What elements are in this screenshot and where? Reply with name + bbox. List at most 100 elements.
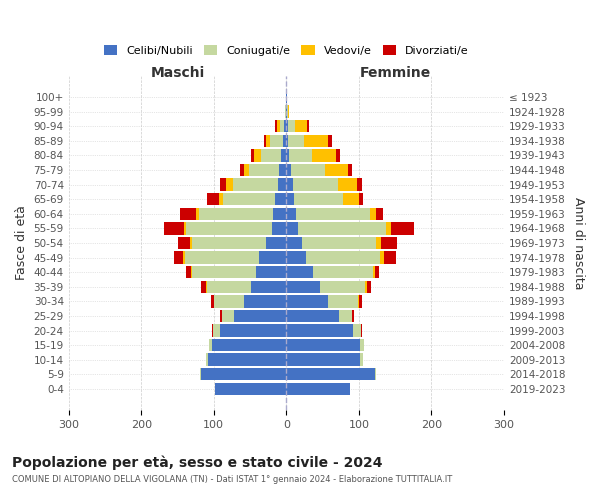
Bar — [266, 237, 286, 249]
Bar — [328, 295, 358, 308]
Text: Maschi: Maschi — [151, 66, 205, 80]
Bar — [184, 222, 186, 234]
Bar — [200, 368, 201, 380]
Bar — [286, 339, 361, 351]
Bar — [361, 354, 363, 366]
Bar — [380, 252, 384, 264]
Bar — [286, 324, 353, 336]
Bar — [320, 280, 365, 293]
Bar — [206, 280, 251, 293]
Text: Femmine: Femmine — [359, 66, 431, 80]
Bar — [275, 120, 277, 132]
Bar — [207, 193, 219, 205]
Bar — [370, 208, 376, 220]
Bar — [266, 134, 271, 147]
Bar — [328, 134, 332, 147]
Bar — [286, 164, 290, 176]
Bar — [220, 324, 286, 336]
Bar — [199, 208, 273, 220]
Bar — [289, 120, 295, 132]
Bar — [295, 120, 307, 132]
Bar — [212, 324, 213, 336]
Legend: Celibi/Nubili, Coniugati/e, Vedovi/e, Divorziati/e: Celibi/Nubili, Coniugati/e, Vedovi/e, Di… — [100, 41, 473, 60]
Bar — [289, 149, 313, 162]
Bar — [286, 178, 293, 191]
Bar — [286, 106, 287, 118]
Bar — [214, 295, 244, 308]
Bar — [352, 310, 355, 322]
Bar — [359, 295, 362, 308]
Bar — [375, 368, 376, 380]
Bar — [286, 208, 296, 220]
Bar — [278, 178, 286, 191]
Bar — [213, 324, 220, 336]
Bar — [286, 382, 350, 395]
Bar — [271, 134, 283, 147]
Bar — [281, 149, 286, 162]
Bar — [244, 295, 286, 308]
Bar — [294, 193, 343, 205]
Bar — [211, 295, 214, 308]
Bar — [285, 106, 286, 118]
Bar — [375, 266, 379, 278]
Bar — [275, 193, 286, 205]
Bar — [286, 91, 287, 104]
Bar — [261, 149, 281, 162]
Bar — [304, 134, 328, 147]
Bar — [219, 193, 223, 205]
Y-axis label: Anni di nascita: Anni di nascita — [572, 196, 585, 289]
Bar — [283, 134, 286, 147]
Bar — [358, 295, 359, 308]
Bar — [338, 310, 352, 322]
Bar — [376, 208, 383, 220]
Bar — [186, 222, 272, 234]
Bar — [196, 208, 199, 220]
Bar — [201, 368, 286, 380]
Bar — [240, 164, 244, 176]
Bar — [191, 266, 192, 278]
Bar — [286, 134, 289, 147]
Bar — [286, 120, 289, 132]
Bar — [272, 222, 286, 234]
Bar — [293, 178, 338, 191]
Bar — [286, 193, 294, 205]
Bar — [234, 310, 286, 322]
Bar — [254, 149, 261, 162]
Bar — [186, 266, 191, 278]
Bar — [386, 222, 391, 234]
Bar — [348, 164, 352, 176]
Bar — [288, 106, 289, 118]
Bar — [376, 237, 380, 249]
Bar — [279, 164, 286, 176]
Bar — [223, 310, 234, 322]
Bar — [286, 149, 289, 162]
Bar — [251, 280, 286, 293]
Bar — [286, 354, 361, 366]
Bar — [286, 252, 306, 264]
Bar — [183, 252, 185, 264]
Bar — [286, 368, 375, 380]
Bar — [248, 164, 279, 176]
Bar — [353, 324, 361, 336]
Bar — [380, 237, 397, 249]
Bar — [185, 252, 259, 264]
Bar — [335, 149, 340, 162]
Y-axis label: Fasce di età: Fasce di età — [15, 206, 28, 281]
Bar — [286, 266, 313, 278]
Bar — [289, 134, 304, 147]
Bar — [215, 382, 286, 395]
Bar — [273, 208, 286, 220]
Bar — [284, 120, 286, 132]
Bar — [286, 310, 338, 322]
Bar — [391, 222, 414, 234]
Bar — [286, 222, 298, 234]
Bar — [233, 178, 278, 191]
Bar — [256, 266, 286, 278]
Bar — [306, 252, 380, 264]
Bar — [343, 193, 359, 205]
Bar — [164, 222, 184, 234]
Text: COMUNE DI ALTOPIANO DELLA VIGOLANA (TN) - Dati ISTAT 1° gennaio 2024 - Elaborazi: COMUNE DI ALTOPIANO DELLA VIGOLANA (TN) … — [12, 475, 452, 484]
Bar — [338, 178, 358, 191]
Bar — [208, 354, 286, 366]
Bar — [290, 164, 325, 176]
